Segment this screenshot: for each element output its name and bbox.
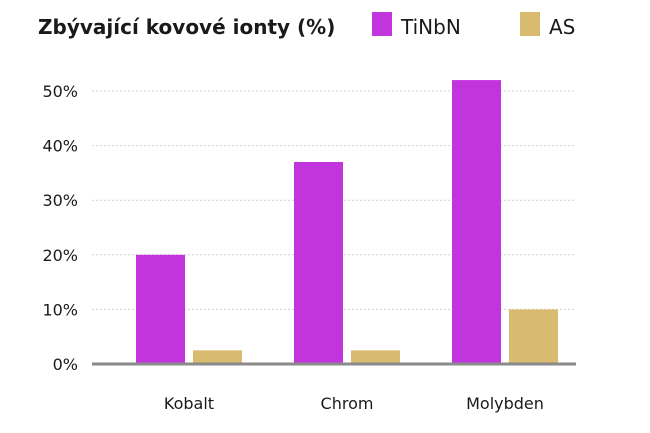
x-category-label: Chrom <box>321 394 374 413</box>
legend-swatch-as <box>520 12 540 36</box>
bar-tinbn-molybden <box>452 80 501 364</box>
bars <box>136 80 558 364</box>
bar-tinbn-chrom <box>294 161 343 364</box>
y-tick-label: 0% <box>53 355 78 374</box>
x-category-label: Kobalt <box>164 394 214 413</box>
y-tick-label: 20% <box>42 246 78 265</box>
y-tick-label: 10% <box>42 300 78 319</box>
bar-as-molybden <box>509 309 558 364</box>
legend: TiNbN AS <box>372 12 575 39</box>
bar-tinbn-kobalt <box>136 254 185 364</box>
x-axis-categories: Kobalt Chrom Molybden <box>164 394 544 413</box>
legend-label-tinbn: TiNbN <box>400 15 461 39</box>
y-tick-label: 30% <box>42 191 78 210</box>
bar-as-kobalt <box>193 350 242 364</box>
bar-as-chrom <box>351 350 400 364</box>
y-axis-ticks: 0% 10% 20% 30% 40% 50% <box>42 82 78 374</box>
y-tick-label: 40% <box>42 137 78 156</box>
legend-swatch-tinbn <box>372 12 392 36</box>
y-tick-label: 50% <box>42 82 78 101</box>
legend-label-as: AS <box>549 15 575 39</box>
chart-title: Zbývající kovové ionty (%) <box>38 15 335 39</box>
x-category-label: Molybden <box>466 394 544 413</box>
